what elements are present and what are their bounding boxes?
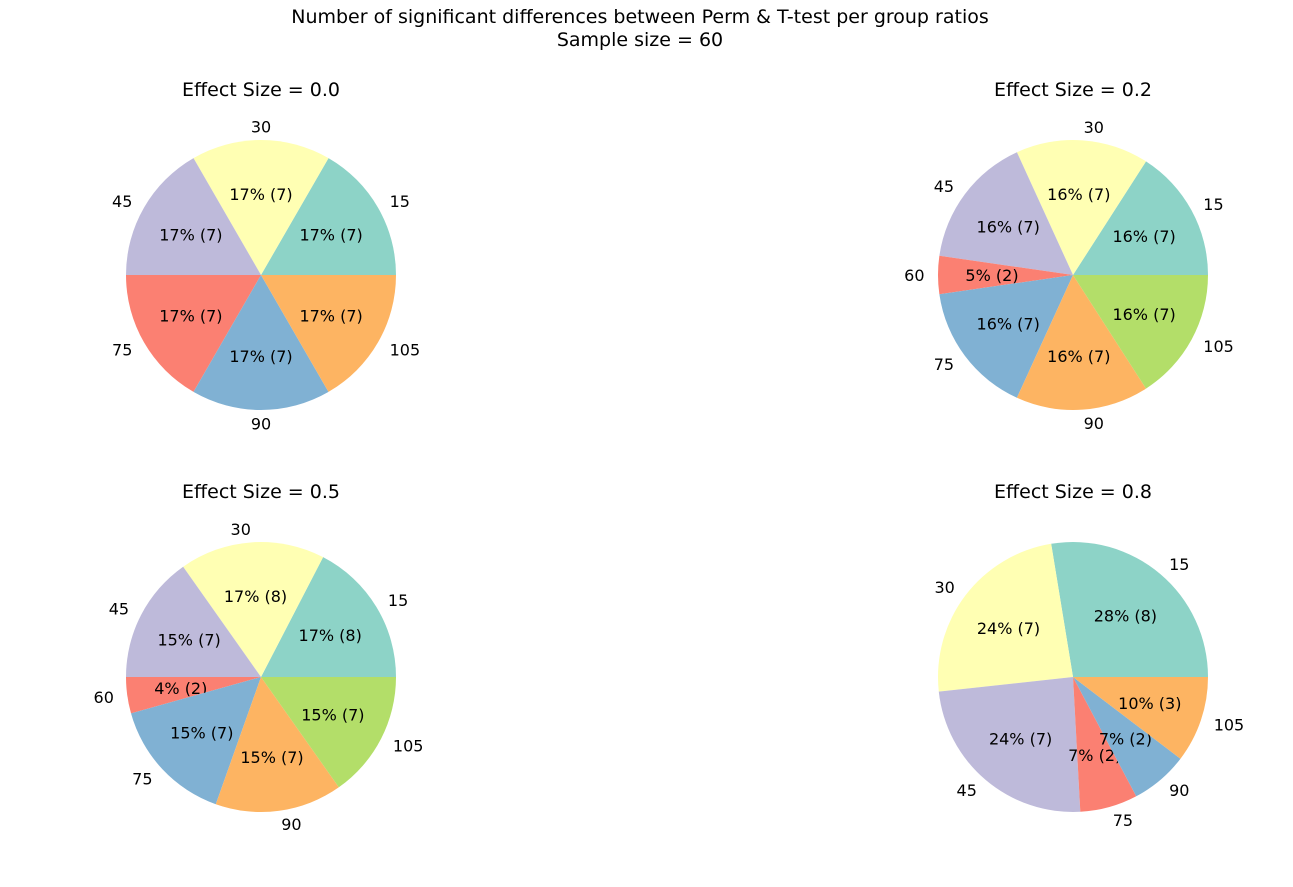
pie-slice-75 (939, 275, 1073, 398)
pie-chart-2: Effect Size = 0.2 15 16% (7) 30 16% (7) 45 16%… (904, 79, 1234, 433)
slice-label: 15 (1203, 195, 1223, 214)
slice-label: 45 (109, 600, 129, 619)
slice-pct-label: 17% (7) (229, 185, 292, 204)
slice-label: 105 (390, 340, 421, 359)
pie-slice-15 (261, 557, 396, 677)
pie-slice-90 (1016, 275, 1146, 411)
slice-label: 30 (934, 578, 954, 597)
slice-label: 60 (94, 688, 114, 707)
pie-slice-30 (193, 140, 329, 275)
pie-slice-90 (1073, 677, 1181, 797)
slice-pct-label: 16% (7) (1047, 185, 1110, 204)
pie-slice-15 (1051, 542, 1208, 677)
pie-slice-60 (937, 255, 1073, 295)
pie-slice-15 (1073, 161, 1208, 275)
slice-pct-label: 17% (7) (229, 347, 292, 366)
pie-slice-45 (939, 152, 1073, 275)
slice-label: 105 (1214, 715, 1245, 734)
slice-label: 45 (957, 781, 977, 800)
slice-label: 45 (112, 192, 132, 211)
pie-slice-45 (126, 158, 261, 275)
slice-label: 15 (390, 192, 410, 211)
pie-slice-60 (126, 677, 261, 714)
pie-slice-15 (261, 158, 396, 275)
slice-pct-label: 16% (7) (1112, 305, 1175, 324)
slice-pct-label: 17% (7) (159, 226, 222, 245)
slice-label: 75 (132, 769, 152, 788)
slice-pct-label: 24% (7) (989, 730, 1052, 749)
figure-title-line1: Number of significant differences betwee… (291, 6, 989, 28)
slice-pct-label: 4% (2) (154, 679, 207, 698)
pie-slice-30 (183, 542, 324, 677)
slice-label: 75 (1113, 811, 1133, 830)
slice-pct-label: 10% (3) (1118, 694, 1181, 713)
pie-chart-3: Effect Size = 0.5 15 17% (8) 30 17% (8) 45 15%… (94, 481, 424, 834)
slice-pct-label: 17% (7) (159, 307, 222, 326)
slice-label: 45 (934, 177, 954, 196)
figure-subtitle: Sample size = 60 (556, 29, 724, 51)
slice-label: 90 (281, 815, 301, 834)
pie-title: Effect Size = 0.5 (182, 481, 340, 503)
slice-pct-label: 7% (2) (1099, 730, 1152, 749)
slice-pct-label: 16% (7) (1047, 347, 1110, 366)
slice-pct-label: 17% (8) (224, 587, 287, 606)
slice-pct-label: 7% (2) (1068, 746, 1121, 765)
pie-slice-45 (126, 566, 261, 677)
slice-label: 15 (388, 591, 408, 610)
pie-slice-75 (126, 275, 261, 392)
slice-label: 30 (1084, 118, 1104, 137)
slice-pct-label: 16% (7) (977, 315, 1040, 334)
slice-label: 15 (1169, 555, 1189, 574)
slice-label: 30 (231, 520, 251, 539)
slice-pct-label: 17% (8) (299, 626, 362, 645)
slice-pct-label: 15% (7) (157, 631, 220, 650)
slice-pct-label: 16% (7) (977, 218, 1040, 237)
slice-pct-label: 17% (7) (299, 307, 362, 326)
pie-slice-90 (193, 275, 329, 410)
slice-pct-label: 5% (2) (965, 266, 1018, 285)
slice-label: 30 (251, 118, 271, 137)
pie-slice-105 (1073, 275, 1208, 389)
slice-label: 90 (251, 415, 271, 434)
slice-label: 105 (1203, 337, 1234, 356)
slice-label: 105 (393, 736, 424, 755)
slice-label: 75 (934, 355, 954, 374)
slice-pct-label: 15% (7) (240, 748, 303, 767)
pie-title: Effect Size = 0.0 (182, 79, 340, 101)
pie-slice-105 (261, 275, 396, 392)
slice-pct-label: 15% (7) (301, 705, 364, 724)
slice-label: 60 (904, 266, 924, 285)
slice-pct-label: 24% (7) (977, 619, 1040, 638)
slice-label: 90 (1084, 414, 1104, 433)
pie-slice-45 (938, 677, 1081, 812)
pie-slice-90 (215, 677, 339, 813)
pie-slice-105 (1073, 677, 1208, 759)
pie-slice-30 (937, 543, 1073, 692)
pie-title: Effect Size = 0.8 (994, 481, 1152, 503)
slice-pct-label: 16% (7) (1112, 227, 1175, 246)
figure-title: Number of significant differences betwee… (0, 6, 1280, 52)
slice-label: 75 (112, 340, 132, 359)
pie-chart-1: Effect Size = 0.0 15 17% (7) 30 17% (7) 45 17%… (112, 79, 420, 434)
pie-slice-105 (261, 677, 396, 788)
slice-pct-label: 28% (8) (1094, 606, 1157, 625)
pie-chart-4: Effect Size = 0.8 15 28% (8) 30 24% (7) 45 24%… (934, 481, 1244, 830)
slice-pct-label: 15% (7) (170, 723, 233, 742)
slice-label: 90 (1169, 781, 1189, 800)
slice-pct-label: 17% (7) (299, 226, 362, 245)
pie-title: Effect Size = 0.2 (994, 79, 1152, 101)
pie-slice-30 (1016, 139, 1146, 275)
pie-slice-75 (1073, 677, 1137, 812)
pie-slice-75 (131, 677, 261, 805)
